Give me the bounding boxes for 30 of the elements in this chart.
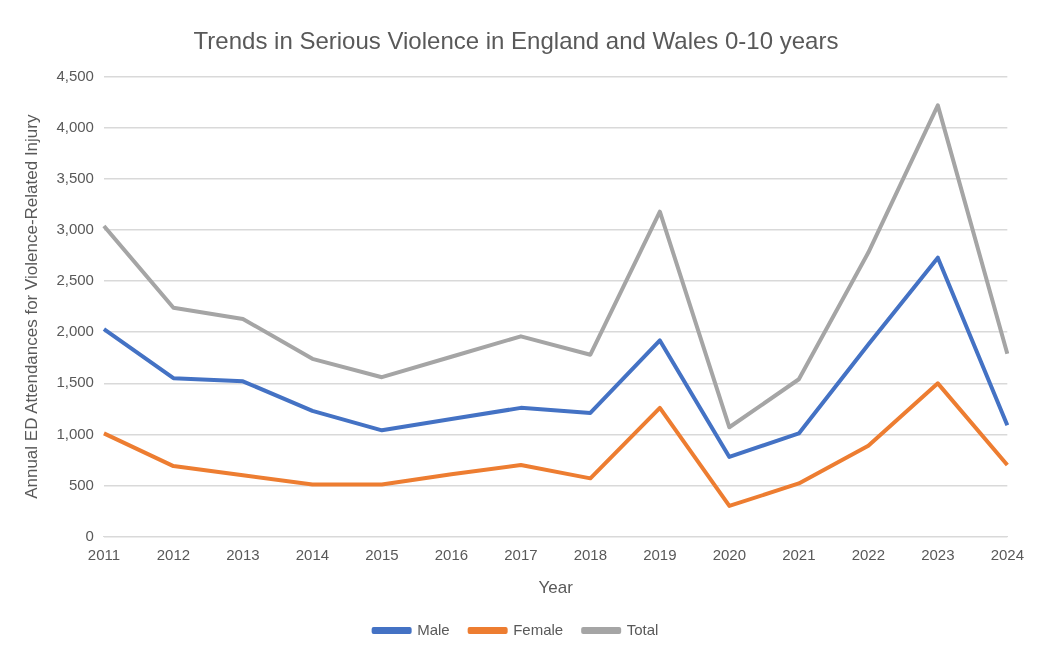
y-axis-title: Annual ED Attendances for Violence-Related Injury [21,114,41,499]
legend-label: Female [513,620,564,638]
y-tick-label: 4,000 [56,118,94,136]
y-tick-label: 2,500 [56,271,94,289]
x-tick-label: 2021 [782,545,816,563]
x-tick-label: 2020 [712,545,747,563]
x-tick-label: 2017 [504,545,538,563]
x-axis-title: Year [538,578,574,598]
y-tick-label: 1,000 [56,424,94,442]
y-tick-label: 3,500 [56,169,94,187]
x-tick-label: 2022 [851,545,886,563]
x-tick-label: 2014 [295,545,330,563]
y-tick-label: 3,000 [56,220,94,238]
x-tick-label: 2016 [434,545,469,563]
y-tick-label: 1,500 [56,373,94,391]
y-tick-label: 500 [68,475,94,493]
legend-label: Male [417,620,450,638]
y-tick-label: 2,000 [56,322,94,340]
y-tick-label: 4,500 [56,66,94,84]
chart-title: Trends in Serious Violence in England and Wales 0-10 years [193,27,839,55]
y-tick-label: 0 [85,526,94,544]
x-tick-label: 2013 [226,545,260,563]
x-tick-label: 2015 [365,545,399,563]
x-tick-label: 2018 [573,545,608,563]
legend-label: Total [626,620,659,638]
x-tick-label: 2011 [87,545,121,563]
x-tick-label: 2012 [156,545,191,563]
x-tick-label: 2019 [643,545,677,563]
x-tick-label: 2024 [990,545,1024,563]
x-tick-label: 2023 [921,545,955,563]
